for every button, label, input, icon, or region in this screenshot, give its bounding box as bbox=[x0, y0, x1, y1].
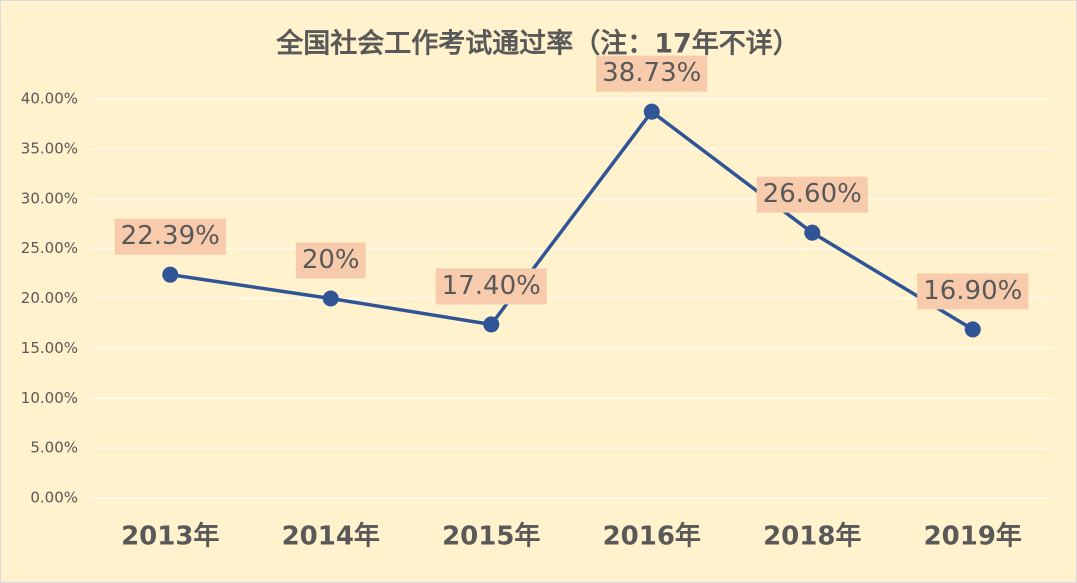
data-label: 17.40% bbox=[442, 271, 541, 301]
data-label: 26.60% bbox=[763, 179, 862, 209]
data-point bbox=[483, 316, 500, 333]
y-tick-label: 10.00% bbox=[21, 389, 78, 407]
x-tick-label: 2016年 bbox=[603, 521, 701, 552]
y-tick-label: 35.00% bbox=[21, 139, 78, 157]
x-tick-label: 2013年 bbox=[121, 521, 219, 552]
data-point bbox=[804, 224, 821, 241]
series-line bbox=[169, 109, 974, 331]
data-label-box bbox=[295, 242, 366, 279]
data-label-group: 22.39% bbox=[114, 218, 226, 255]
data-label-box bbox=[917, 273, 1029, 310]
data-label-group: 16.90% bbox=[917, 273, 1029, 310]
y-tick-label: 20.00% bbox=[21, 289, 78, 307]
y-tick-label: 5.00% bbox=[30, 439, 78, 457]
x-tick-label: 2019年 bbox=[924, 521, 1022, 552]
data-label-box bbox=[114, 218, 226, 255]
data-label: 22.39% bbox=[121, 221, 220, 251]
data-label-group: 38.73% bbox=[596, 55, 708, 92]
data-label-box bbox=[756, 176, 868, 213]
data-label-group: 20% bbox=[295, 242, 366, 279]
data-label-group: 17.40% bbox=[435, 268, 547, 305]
data-label: 16.90% bbox=[923, 276, 1022, 306]
y-tick-label: 15.00% bbox=[21, 339, 78, 357]
data-point bbox=[643, 103, 660, 120]
x-tick-label: 2015年 bbox=[442, 521, 540, 552]
data-label: 20% bbox=[302, 245, 360, 275]
chart-title: 全国社会工作考试通过率（注：17年不详） bbox=[275, 28, 800, 60]
data-label-box bbox=[596, 55, 708, 92]
data-point bbox=[322, 290, 339, 307]
y-tick-label: 30.00% bbox=[21, 189, 78, 207]
data-point bbox=[162, 266, 179, 283]
data-label-box bbox=[435, 268, 547, 305]
data-point bbox=[964, 321, 981, 338]
x-tick-label: 2014年 bbox=[282, 521, 380, 552]
data-label-group: 26.60% bbox=[756, 176, 868, 213]
data-label: 38.73% bbox=[602, 58, 701, 88]
y-tick-label: 40.00% bbox=[21, 90, 78, 108]
y-tick-label: 25.00% bbox=[21, 239, 78, 257]
x-tick-label: 2018年 bbox=[763, 521, 861, 552]
y-tick-label: 0.00% bbox=[30, 489, 78, 507]
